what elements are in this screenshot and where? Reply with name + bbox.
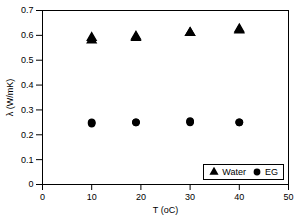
svg-text:0: 0 bbox=[28, 179, 33, 189]
svg-text:0.3: 0.3 bbox=[21, 105, 34, 115]
svg-text:30: 30 bbox=[185, 192, 195, 202]
svg-text:40: 40 bbox=[234, 192, 244, 202]
svg-text:0.4: 0.4 bbox=[21, 80, 34, 90]
svg-text:10: 10 bbox=[87, 192, 97, 202]
svg-text:20: 20 bbox=[136, 192, 146, 202]
svg-text:0.2: 0.2 bbox=[21, 130, 34, 140]
html-text:EG: EG bbox=[265, 167, 278, 177]
svg-text:50: 50 bbox=[283, 192, 293, 202]
svg-text:0.7: 0.7 bbox=[21, 5, 34, 15]
svg-text:0.1: 0.1 bbox=[21, 155, 34, 165]
svg-text:0.5: 0.5 bbox=[21, 55, 34, 65]
svg-text:0.6: 0.6 bbox=[21, 30, 34, 40]
svg-text:T (oC): T (oC) bbox=[153, 205, 178, 215]
svg-text:0: 0 bbox=[40, 192, 45, 202]
svg-text:λ (W/mK): λ (W/mK) bbox=[5, 79, 15, 117]
html-text:Water: Water bbox=[222, 167, 246, 177]
